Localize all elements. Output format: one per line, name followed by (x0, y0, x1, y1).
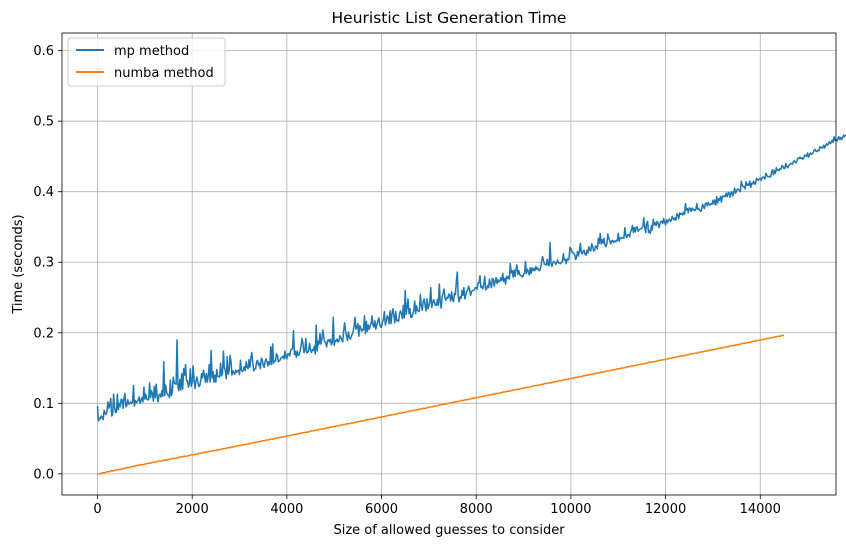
y-tick-label: 0.5 (33, 115, 54, 130)
x-tick-label: 2000 (176, 502, 209, 517)
y-tick-label: 0.4 (33, 185, 54, 200)
y-tick-label: 0.0 (33, 467, 54, 482)
x-tick-label: 12000 (645, 502, 686, 517)
plot-lines (96, 134, 846, 475)
chart-title: Heuristic List Generation Time (332, 9, 567, 27)
x-tick-label: 4000 (270, 502, 303, 517)
y-axis-title: Time (seconds) (11, 214, 26, 314)
x-tick-label: 10000 (550, 502, 591, 517)
axes-frame (61, 32, 837, 496)
x-tick-label: 0 (93, 502, 101, 517)
y-tick-label: 0.3 (33, 256, 54, 271)
x-tick-label: 8000 (460, 502, 493, 517)
x-axis-title: Size of allowed guesses to consider (333, 523, 565, 538)
y-tick-label: 0.6 (33, 44, 54, 59)
legend: mp method numba method (67, 37, 226, 87)
series-line-numba-method (97, 334, 785, 475)
legend-label-numba-method: numba method (114, 66, 214, 81)
legend-box (67, 37, 226, 87)
legend-label-mp-method: mp method (114, 44, 189, 59)
y-tick-label: 0.1 (33, 397, 54, 412)
series-line-mp-method (96, 134, 846, 422)
axis-ticks: 0 2000 4000 6000 8000 10000 12000 14000 0.0 0.1 0.… (33, 44, 781, 517)
y-tick-label: 0.2 (33, 326, 54, 341)
x-tick-label: 6000 (365, 502, 398, 517)
x-tick-label: 14000 (740, 502, 781, 517)
